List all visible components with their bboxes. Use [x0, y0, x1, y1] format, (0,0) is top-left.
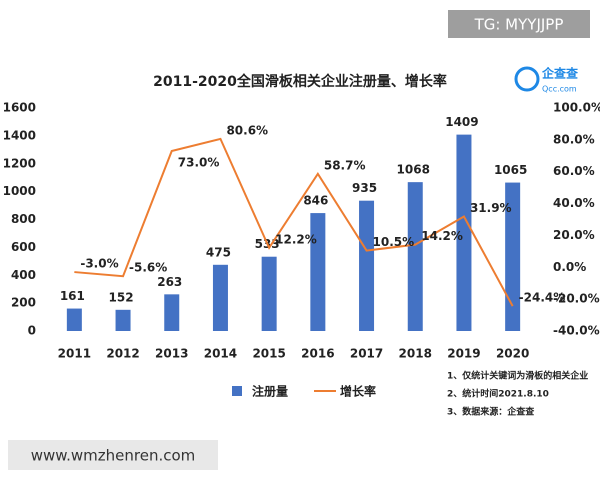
data-label: 1065 — [494, 163, 527, 177]
logo-domain: Qcc.com — [542, 85, 577, 94]
x-tick-label: 2020 — [496, 347, 529, 361]
data-label: 152 — [109, 290, 134, 304]
y2-tick-label: 100.0% — [553, 101, 600, 115]
bar — [456, 134, 472, 331]
x-tick-label: 2013 — [155, 347, 188, 361]
y-tick-label: 1000 — [3, 184, 36, 198]
bar — [310, 213, 326, 331]
y2-tick-label: -20.0% — [553, 292, 600, 306]
bar — [115, 309, 131, 331]
legend-label: 注册量 — [252, 384, 288, 399]
data-label: 935 — [352, 181, 377, 195]
note: 3、数据来源：企查查 — [447, 406, 535, 418]
bar — [212, 264, 228, 331]
logo-name: 企查查 — [541, 66, 579, 81]
bar — [261, 256, 277, 331]
legend-label: 增长率 — [340, 384, 376, 399]
bar — [164, 294, 180, 331]
watermark-box — [448, 10, 590, 38]
data-label: 10.5% — [373, 235, 415, 249]
line — [74, 137, 514, 307]
chart-title: 2011-2020全国滑板相关企业注册量、增长率 — [153, 73, 447, 90]
data-label: 1068 — [397, 163, 430, 177]
bar — [505, 182, 521, 331]
y2-tick-label: -40.0% — [553, 324, 600, 338]
y-tick-label: 1200 — [3, 156, 36, 170]
data-label: 846 — [303, 194, 328, 208]
x-tick-label: 2017 — [350, 347, 383, 361]
bar — [359, 200, 375, 331]
data-label: 1409 — [445, 115, 478, 129]
data-label: 31.9% — [470, 201, 512, 215]
x-tick-label: 2012 — [106, 347, 139, 361]
note: 1、仅统计关键词为滑板的相关企业 — [447, 370, 588, 382]
data-label: 475 — [206, 245, 231, 259]
y-tick-label: 800 — [11, 212, 36, 226]
bar — [66, 308, 82, 331]
x-tick-label: 2018 — [399, 347, 432, 361]
y-tick-label: 1400 — [3, 128, 36, 142]
data-label: -5.6% — [129, 261, 167, 275]
y2-tick-label: 60.0% — [553, 164, 595, 178]
data-label: -3.0% — [80, 257, 118, 271]
logo: 企查查 Qcc.com — [514, 66, 579, 94]
y2-tick-label: 40.0% — [553, 196, 595, 210]
data-label: 14.2% — [421, 229, 463, 243]
y-tick-label: 200 — [11, 296, 36, 310]
y2-tick-label: 80.0% — [553, 132, 595, 146]
y2-tick-label: 20.0% — [553, 228, 595, 242]
data-label: 58.7% — [324, 158, 366, 172]
y2-tick-label: 0.0% — [553, 260, 586, 274]
data-label: 73.0% — [178, 156, 220, 170]
data-label: 161 — [60, 289, 85, 303]
y-tick-label: 0 — [28, 324, 36, 338]
bar — [407, 182, 423, 331]
watermark: www.wmzhenren.com — [31, 447, 196, 465]
x-tick-label: 2014 — [204, 347, 237, 361]
data-label: 80.6% — [226, 123, 268, 137]
y-tick-label: 1600 — [3, 101, 36, 115]
x-tick-label: 2016 — [301, 347, 334, 361]
data-label: -24.4% — [519, 291, 566, 305]
logo-icon — [514, 66, 540, 92]
data-label: 263 — [157, 275, 182, 289]
legend-swatch — [232, 386, 242, 396]
watermark-box — [8, 440, 218, 470]
x-tick-label: 2019 — [447, 347, 480, 361]
watermark: TG: MYYJJPP — [474, 16, 564, 34]
data-label: 12.2% — [275, 232, 317, 246]
x-tick-label: 2011 — [58, 347, 91, 361]
note: 2、统计时间2021.8.10 — [447, 388, 549, 400]
y-tick-label: 600 — [11, 240, 36, 254]
y-tick-label: 400 — [11, 268, 36, 282]
x-tick-label: 2015 — [252, 347, 285, 361]
